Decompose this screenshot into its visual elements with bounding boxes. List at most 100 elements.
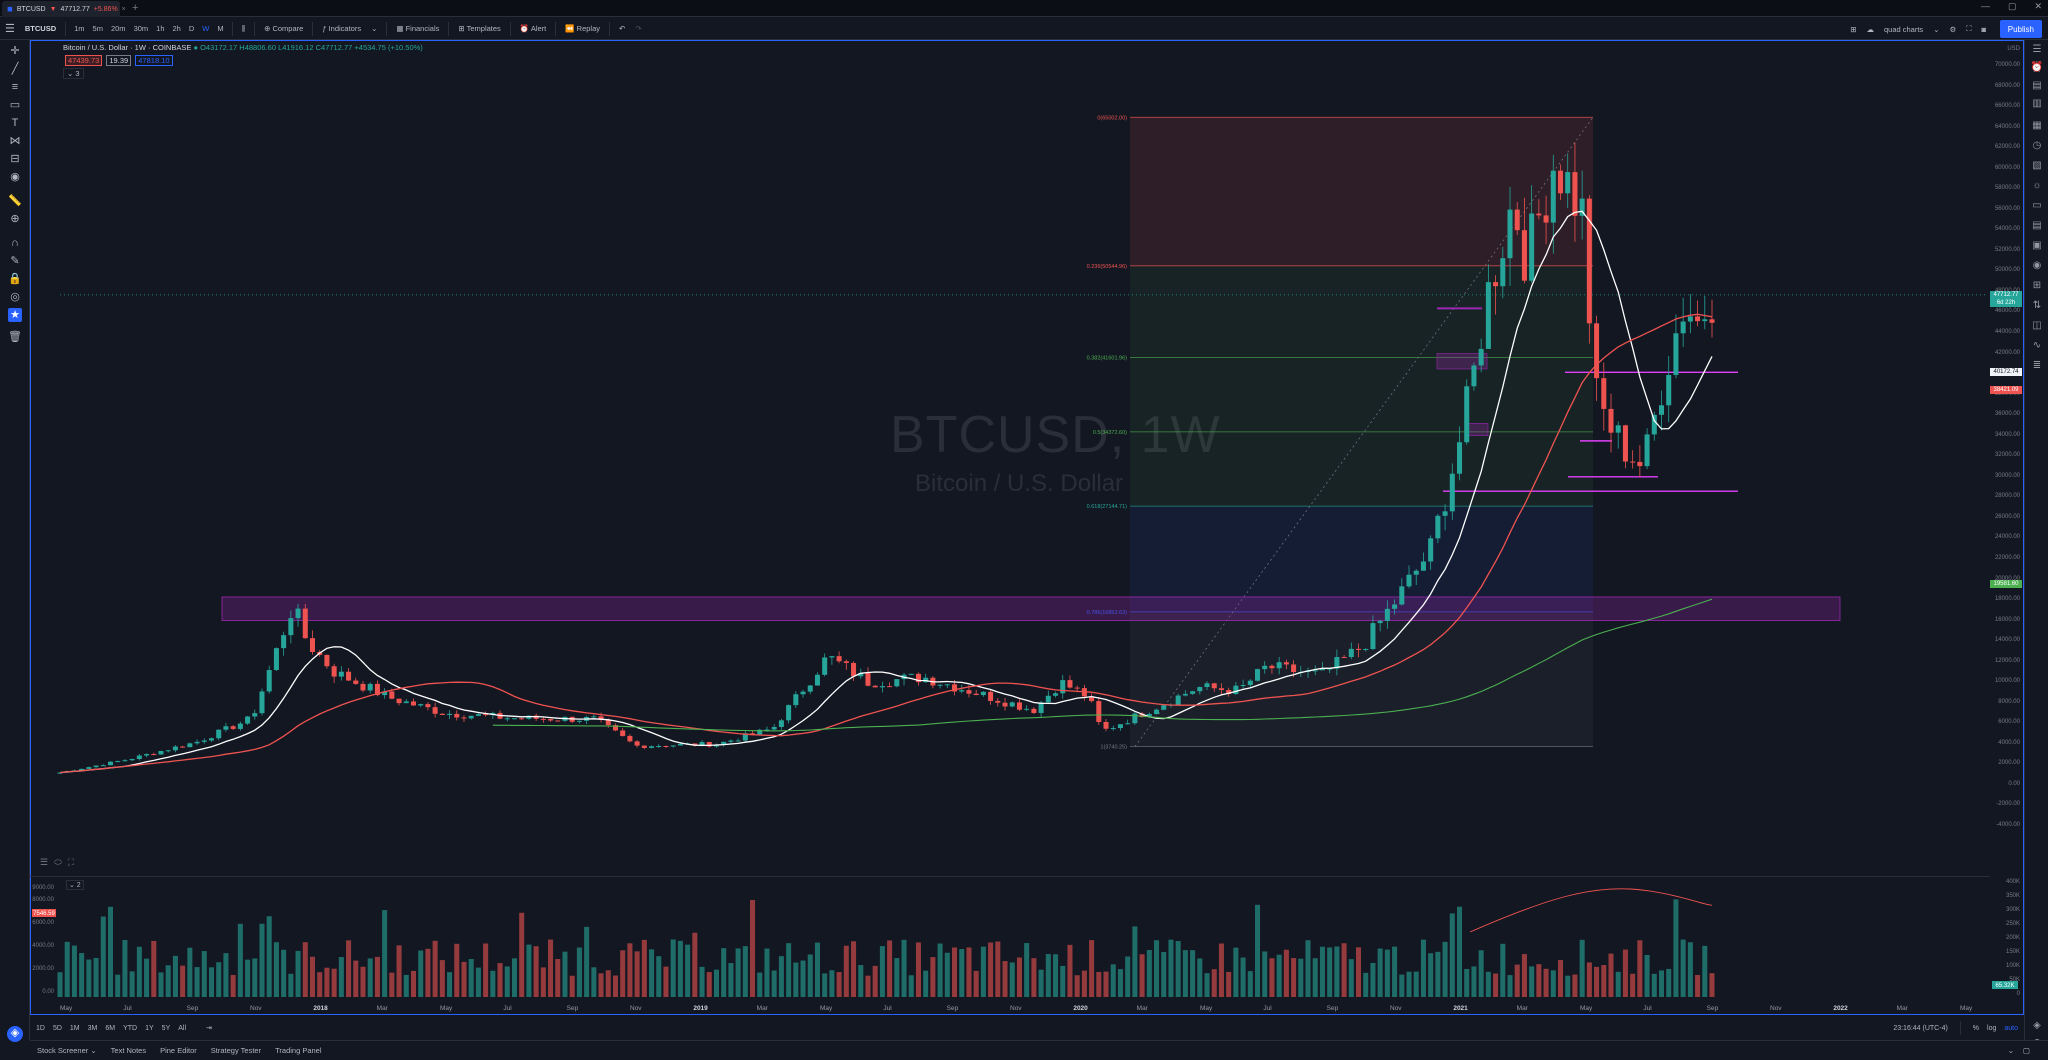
percent-toggle[interactable]: % [1972, 1024, 1980, 1032]
time-axis[interactable]: May Jul Sep Nov 2018 Mar May Jul Sep Nov 2019 Mar Ma… [30, 1005, 2024, 1015]
fib-retracement-icon[interactable]: ≡ [11, 81, 19, 93]
cloud-icon[interactable]: ☁ [1866, 24, 1874, 34]
trend-line-icon[interactable]: ╱ [11, 63, 19, 75]
hotlist-icon[interactable]: ▥ [2032, 98, 2042, 109]
close-tab-icon[interactable]: × [121, 5, 126, 13]
lightbulb-icon[interactable]: ☼ [2032, 180, 2042, 191]
tab-strategy-tester[interactable]: Strategy Tester [210, 1046, 262, 1055]
tradingview-logo-icon[interactable]: ◈ [7, 1026, 23, 1042]
interval-M[interactable]: M [217, 24, 224, 33]
pattern-icon[interactable]: ⋈ [9, 135, 21, 147]
collapse-panel-icon[interactable]: ⌄ [2007, 1046, 2014, 1055]
trash-icon[interactable]: 🗑 [8, 331, 22, 343]
compare-button[interactable]: ⊕ Compare [259, 24, 308, 33]
interval-W[interactable]: W [202, 24, 210, 33]
bid-box[interactable]: 47439.73 [65, 55, 103, 66]
interval-20m[interactable]: 20m [110, 24, 126, 33]
favorites-icon[interactable]: ★ [8, 308, 22, 322]
trend-icon[interactable]: ∿ [2032, 340, 2042, 351]
redo-icon[interactable]: ↷ [635, 24, 642, 33]
interval-5m[interactable]: 5m [92, 24, 103, 33]
layout-grid-icon[interactable]: ⊞ [1850, 24, 1857, 34]
tab-stock-screener[interactable]: Stock Screener ⌄ [37, 1046, 97, 1055]
close-window-icon[interactable]: ✕ [2034, 1, 2042, 11]
visibility-icon[interactable]: ◎ [10, 291, 20, 303]
pane-maximize-icon[interactable]: ⬭ [54, 857, 62, 867]
price-scale[interactable]: 70000.00 68000.00 66000.00 64000.00 62000.00… [1988, 40, 2024, 880]
maximize-icon[interactable]: ▢ [2007, 1, 2017, 11]
symbol-search[interactable]: BTCUSD [24, 24, 57, 33]
tab-pine-editor[interactable]: Pine Editor [160, 1046, 197, 1055]
text-tool-icon[interactable]: T [11, 117, 19, 129]
volume-pane[interactable]: ⌄ 2 9000.00 8000.00 6000.00 4000.00 2000.00 0… [30, 876, 2021, 1006]
menu-icon[interactable]: ☰ [5, 23, 15, 35]
chat-icon[interactable]: ▭ [2032, 200, 2042, 211]
auto-toggle[interactable]: auto [2004, 1024, 2018, 1032]
clock[interactable]: 23:16:44 (UTC-4) [1893, 1024, 1948, 1032]
new-tab-icon[interactable]: + [132, 2, 139, 14]
collapse-volume-button[interactable]: ⌄ 2 [66, 880, 84, 890]
range-6m[interactable]: 6M [105, 1024, 116, 1032]
range-ytd[interactable]: YTD [123, 1024, 138, 1032]
maximize-panel-icon[interactable]: ▢ [2022, 1046, 2030, 1055]
lock-icon[interactable]: 🔒 [8, 273, 22, 285]
indicators-button[interactable]: ƒ Indicators [317, 24, 366, 33]
ask-box[interactable]: 47818.10 [135, 55, 173, 66]
data-window-icon[interactable]: ▤ [2032, 80, 2042, 91]
dom-icon[interactable]: ⊞ [2032, 280, 2042, 291]
financials-button[interactable]: ▦ Financials [391, 24, 444, 33]
ruler-icon[interactable]: 📏 [8, 195, 22, 207]
settings-list-icon[interactable]: ≣ [2032, 360, 2042, 371]
interval-1h[interactable]: 1h [156, 24, 165, 33]
alert-button[interactable]: ⏰ Alert [515, 24, 551, 33]
calendar-icon[interactable]: ▦ [2032, 120, 2042, 131]
chevron-down-icon[interactable]: ⌄ [371, 24, 378, 33]
templates-button[interactable]: ⊞ Templates [453, 24, 505, 33]
crosshair-icon[interactable]: ✛ [10, 45, 20, 57]
replay-button[interactable]: ⏪ Replay [560, 24, 605, 33]
publish-button[interactable]: Publish [1999, 20, 2042, 38]
range-5y[interactable]: 5Y [161, 1024, 171, 1032]
pane-fullscreen-icon[interactable]: ⛶ [67, 857, 75, 867]
streams-icon[interactable]: ▧ [2032, 160, 2042, 171]
log-toggle[interactable]: log [1987, 1024, 1997, 1032]
tab-trading-panel[interactable]: Trading Panel [275, 1046, 322, 1055]
zoom-icon[interactable]: ⊕ [10, 213, 20, 225]
signal-icon[interactable]: ⇅ [2032, 300, 2042, 311]
alerts-clock-icon[interactable]: ⏰ [2030, 62, 2044, 73]
range-1y[interactable]: 1Y [145, 1024, 154, 1032]
camera-icon[interactable]: ◙ [1981, 24, 1986, 34]
layout-name[interactable]: quad charts [1883, 24, 1924, 34]
chevron-down-icon[interactable]: ⌄ [1933, 24, 1940, 34]
rectangle-icon[interactable]: ▭ [9, 99, 21, 111]
prediction-icon[interactable]: ⊟ [10, 153, 20, 165]
browser-tab[interactable]: ◼ BTCUSD ▼ 47712.77 +5.86% × [2, 1, 126, 17]
pencil-icon[interactable]: ✎ [10, 255, 20, 267]
layers-icon[interactable]: ◈ [2033, 1020, 2041, 1031]
collapse-indicators-button[interactable]: ⌄ 3 [63, 68, 84, 79]
range-3m[interactable]: 3M [87, 1024, 98, 1032]
tab-text-notes[interactable]: Text Notes [110, 1046, 147, 1055]
currency-label[interactable]: USD [2007, 46, 2020, 52]
fullscreen-icon[interactable]: ⛶ [1966, 24, 1972, 33]
interval-30m[interactable]: 30m [133, 24, 149, 33]
chart-type-icon[interactable]: ⫼ [241, 23, 246, 33]
watchlist-icon[interactable]: ☰ [2032, 44, 2042, 55]
eye-icon[interactable]: ◉ [10, 171, 20, 183]
range-all[interactable]: All [178, 1024, 187, 1032]
ideas-icon[interactable]: ◷ [2032, 140, 2042, 151]
minimize-icon[interactable]: — [1980, 1, 1990, 11]
interval-1m[interactable]: 1m [74, 24, 85, 33]
magnet-icon[interactable]: ∩ [11, 237, 19, 249]
interval-2h[interactable]: 2h [172, 24, 181, 33]
notes-icon[interactable]: ▤ [2032, 220, 2042, 231]
settings-gear-icon[interactable]: ⚙ [1949, 24, 1957, 34]
order-panel-icon[interactable]: ▣ [2032, 240, 2042, 251]
pane-settings-icon[interactable]: ☰ [40, 857, 49, 867]
interval-D[interactable]: D [188, 24, 195, 33]
notification-icon[interactable]: ◫ [2032, 320, 2042, 331]
broadcast-icon[interactable]: ◉ [2032, 260, 2042, 271]
range-5d[interactable]: 5D [52, 1024, 62, 1032]
goto-date-icon[interactable]: ⇥ [206, 1025, 212, 1032]
